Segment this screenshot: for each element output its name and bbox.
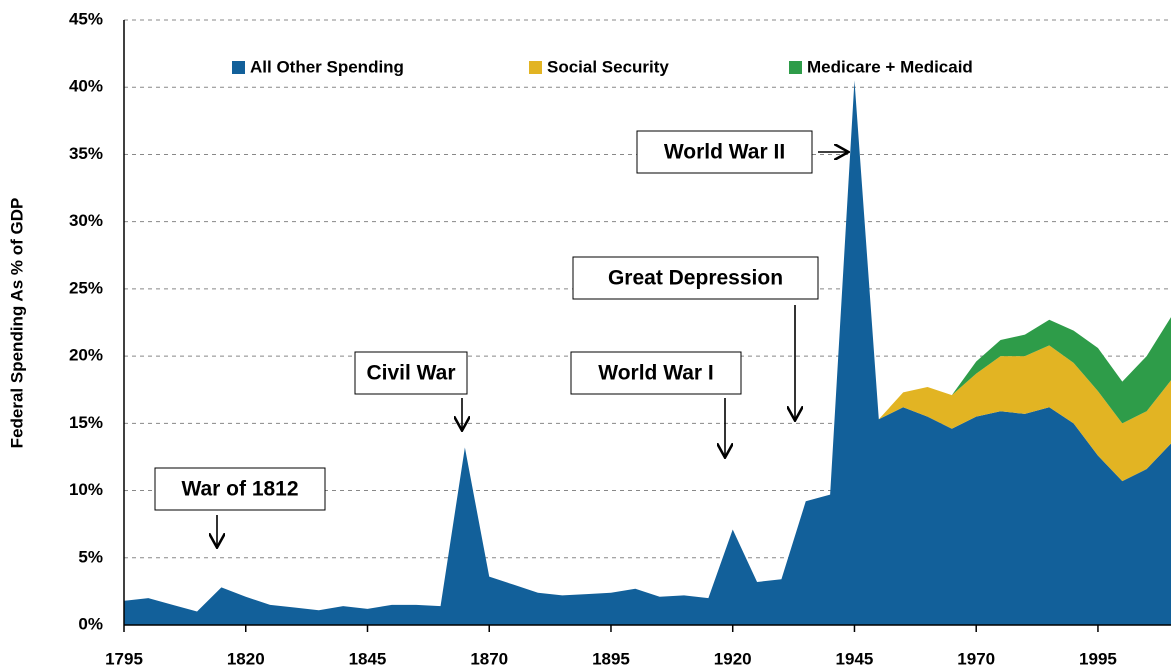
x-tick-label: 1920 — [714, 649, 752, 668]
y-axis-label: Federal Spending As % of GDP — [7, 198, 26, 449]
x-tick-label: 1945 — [836, 649, 874, 668]
y-tick-label: 40% — [69, 77, 103, 96]
annotation-text: Great Depression — [608, 267, 783, 290]
annotation-box — [636, 130, 813, 174]
y-tick-label: 20% — [69, 346, 103, 365]
y-tick-label: 15% — [69, 413, 103, 432]
x-tick-label: 1970 — [957, 649, 995, 668]
legend-label: Medicare + Medicaid — [807, 57, 973, 76]
y-tick-label: 10% — [69, 480, 103, 499]
y-tick-label: 30% — [69, 211, 103, 230]
x-tick-label: 1895 — [592, 649, 630, 668]
x-tick-label: 1820 — [227, 649, 265, 668]
area — [124, 80, 1171, 625]
legend-swatch — [529, 61, 542, 74]
x-tick-label: 1995 — [1079, 649, 1117, 668]
x-tick-label: 1795 — [105, 649, 143, 668]
legend-swatch — [232, 61, 245, 74]
annotation-text: Civil War — [366, 362, 455, 385]
y-tick-label: 45% — [69, 9, 103, 28]
annotation-box — [354, 351, 468, 395]
x-tick-label: 1845 — [349, 649, 387, 668]
annotation-text: World War II — [664, 141, 785, 164]
annotation-box — [572, 256, 819, 300]
x-tick-label: 1870 — [470, 649, 508, 668]
annotation-box — [154, 467, 326, 511]
y-tick-label: 35% — [69, 144, 103, 163]
annotation-text: War of 1812 — [181, 478, 298, 501]
annotation-text: World War I — [598, 362, 714, 385]
y-tick-label: 5% — [78, 547, 103, 566]
legend-label: Social Security — [547, 57, 669, 76]
legend-swatch — [789, 61, 802, 74]
legend-label: All Other Spending — [250, 57, 404, 76]
y-tick-label: 25% — [69, 278, 103, 297]
y-tick-label: 0% — [78, 614, 103, 633]
annotation-box — [570, 351, 742, 395]
